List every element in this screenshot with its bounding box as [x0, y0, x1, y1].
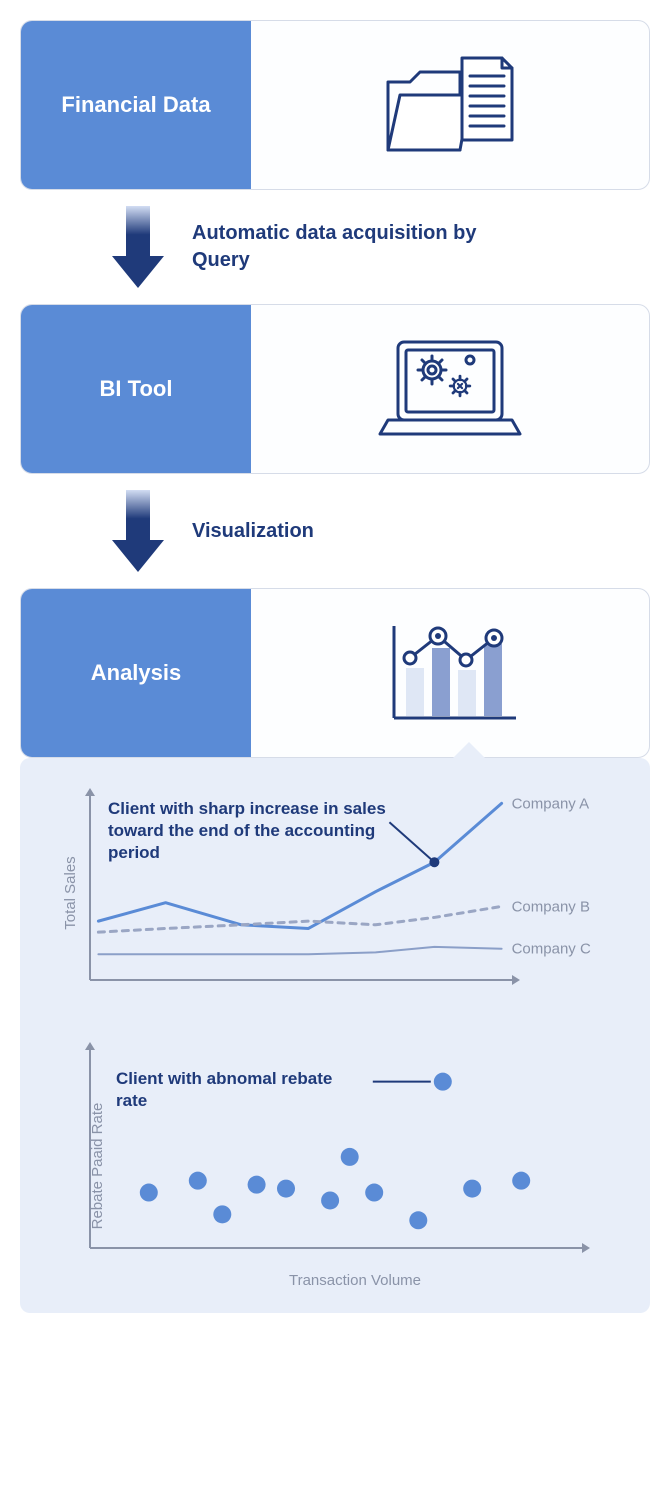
scatter-chart-xlabel: Transaction Volume [80, 1272, 630, 1289]
arrow-label: Visualization [192, 518, 314, 545]
arrow-row-1: Automatic data acquisition by Query [20, 190, 650, 304]
card-icon-box [251, 589, 649, 757]
line-chart: Company ACompany BCompany CClient with s… [80, 788, 600, 998]
card-title-box: BI Tool [21, 305, 251, 473]
card-financial-data: Financial Data [20, 20, 650, 190]
scatter-chart-block: Rebate Paaid Rate Client with abnomal re… [40, 1042, 630, 1289]
arrow-row-2: Visualization [20, 474, 650, 588]
scatter-chart: Client with abnomal rebate rate [80, 1042, 600, 1262]
analysis-detail-panel: Total Sales Company A Company B Company C C… [20, 758, 650, 1313]
card-title: Analysis [91, 659, 182, 688]
card-analysis: Analysis [20, 588, 650, 758]
bar-line-chart-icon [370, 608, 530, 738]
svg-text:Company B: Company B [512, 898, 590, 915]
down-arrow-icon [112, 206, 164, 288]
laptop-gears-icon [370, 324, 530, 454]
svg-text:Company A: Company A [512, 795, 590, 812]
card-title: BI Tool [100, 375, 173, 404]
svg-text:Company C: Company C [512, 941, 591, 958]
card-icon-box [251, 305, 649, 473]
card-title: Financial Data [61, 91, 210, 120]
card-title-box: Analysis [21, 589, 251, 757]
line-chart-ylabel: Total Sales [62, 856, 79, 929]
line-chart-block: Total Sales Company ACompany BCompany CC… [40, 788, 630, 998]
folder-document-icon [370, 40, 530, 170]
down-arrow-icon [112, 490, 164, 572]
scatter-chart-ylabel: Rebate Paaid Rate [89, 1102, 106, 1229]
card-icon-box [251, 21, 649, 189]
card-bi-tool: BI Tool [20, 304, 650, 474]
card-title-box: Financial Data [21, 21, 251, 189]
arrow-label: Automatic data acquisition by Query [192, 220, 522, 274]
